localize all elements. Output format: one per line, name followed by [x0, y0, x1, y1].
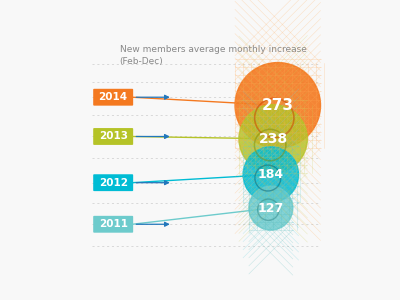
- Text: 273: 273: [262, 98, 294, 113]
- FancyBboxPatch shape: [93, 128, 133, 145]
- Circle shape: [243, 147, 298, 202]
- Text: 2011: 2011: [99, 219, 128, 229]
- FancyBboxPatch shape: [93, 89, 133, 106]
- FancyBboxPatch shape: [93, 174, 133, 191]
- FancyBboxPatch shape: [93, 216, 133, 233]
- Text: 127: 127: [258, 202, 284, 214]
- Text: 2012: 2012: [99, 178, 128, 188]
- Text: 184: 184: [258, 168, 284, 181]
- Circle shape: [239, 105, 307, 173]
- Circle shape: [235, 63, 320, 148]
- Text: 2013: 2013: [99, 131, 128, 142]
- Circle shape: [249, 186, 293, 230]
- Text: 2014: 2014: [99, 92, 128, 102]
- Text: 238: 238: [258, 132, 288, 146]
- Text: New members average monthly increase
(Feb-Dec): New members average monthly increase (Fe…: [120, 45, 306, 66]
